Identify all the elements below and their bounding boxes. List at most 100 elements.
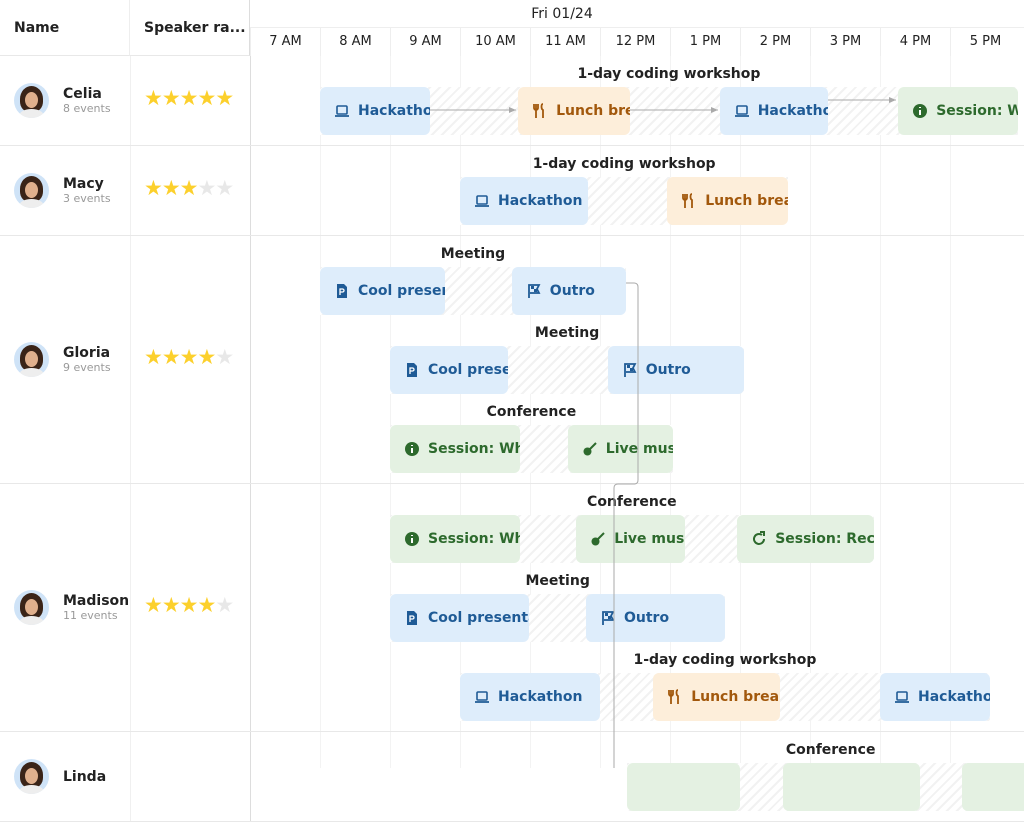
- resource-row[interactable]: Macy 3 events ★★★★★ 1-day coding workshop H…: [0, 146, 1024, 236]
- utensils-icon: [668, 689, 680, 704]
- group-label: Meeting: [525, 573, 590, 589]
- star-icon: ★: [215, 345, 234, 369]
- event-label: Hackathon: [498, 193, 583, 209]
- resource-row[interactable]: Madison 11 events ★★★★★ Conference Session:…: [0, 484, 1024, 732]
- laptop-icon: [734, 105, 749, 117]
- flag-icon: [623, 363, 637, 377]
- event-bar[interactable]: Cool presentation: [390, 346, 509, 394]
- event-bar[interactable]: [627, 763, 740, 811]
- event-bar[interactable]: Live music: [576, 515, 685, 563]
- avatar: [14, 590, 49, 625]
- event-label: Hackathon: [757, 103, 829, 119]
- person-name: Gloria: [63, 345, 111, 361]
- resource-row[interactable]: Celia 8 events ★★★★★ 1-day coding workshop…: [0, 56, 1024, 146]
- grid-line: [740, 56, 741, 768]
- event-label: Cool presentation: [358, 283, 445, 299]
- event-bar[interactable]: Lunch break: [667, 177, 789, 225]
- star-icon: ★: [161, 593, 181, 617]
- event-label: Lunch break: [705, 193, 788, 209]
- date-header: Fri 01/24: [250, 0, 1024, 28]
- event-label: Cool presentation: [428, 610, 529, 626]
- event-bar[interactable]: Session: Wh: [390, 425, 521, 473]
- group-label: 1-day coding workshop: [577, 66, 761, 82]
- event-label: Outro: [624, 610, 670, 626]
- event-bar[interactable]: Live music: [567, 425, 673, 473]
- person-info: Macy 3 events: [14, 173, 111, 208]
- person-name: Celia: [63, 86, 102, 102]
- hour-header: 3 PM: [810, 28, 880, 56]
- event-bar[interactable]: [961, 763, 1024, 811]
- event-label: Live music: [605, 441, 673, 457]
- event-count: 3 events: [63, 192, 111, 205]
- star-icon: ★: [179, 176, 199, 200]
- name-column-header[interactable]: Name: [0, 0, 130, 56]
- star-icon: ★: [179, 345, 199, 369]
- speaker-rating: ★★★★★: [144, 176, 234, 200]
- event-label: Session: Wh: [428, 531, 521, 547]
- flag-icon: [527, 284, 541, 298]
- star-icon: ★: [179, 86, 199, 110]
- event-bar[interactable]: Lunch break: [653, 673, 780, 721]
- event-label: Session: Rec: [775, 531, 874, 547]
- event-bar[interactable]: Cool presentation: [390, 594, 530, 642]
- star-icon: ★: [197, 345, 216, 369]
- grid-line: [320, 56, 321, 768]
- star-icon: ★: [197, 176, 216, 200]
- hour-header: 1 PM: [670, 28, 740, 56]
- group-label: Conference: [785, 742, 876, 758]
- event-bar[interactable]: Hackathon: [880, 673, 990, 721]
- grid-line: [460, 56, 461, 768]
- group-label: Meeting: [440, 246, 506, 262]
- star-icon: ★: [161, 86, 181, 110]
- event-label: Live music: [614, 531, 685, 547]
- grid-line: [390, 56, 391, 768]
- event-bar[interactable]: Hackathon: [320, 87, 430, 135]
- resource-row[interactable]: Linda Conference: [0, 732, 1024, 822]
- star-icon: ★: [197, 593, 216, 617]
- event-bar[interactable]: Outro: [586, 594, 726, 642]
- star-icon: ★: [144, 86, 163, 110]
- grid-line: [600, 56, 601, 768]
- event-bar[interactable]: Hackathon: [460, 673, 600, 721]
- event-bar[interactable]: Hackathon: [460, 177, 589, 225]
- person-name: Madison: [63, 593, 130, 609]
- speaker-rating: ★★★★★: [144, 593, 234, 617]
- star-icon: ★: [197, 86, 216, 110]
- star-icon: ★: [144, 593, 163, 617]
- hour-header: 10 AM: [460, 28, 530, 56]
- avatar: [14, 83, 49, 118]
- info-icon: [405, 532, 419, 546]
- event-bar[interactable]: Session: Wh: [390, 515, 521, 563]
- event-bar[interactable]: Session: W: [898, 87, 1018, 135]
- laptop-icon: [475, 195, 489, 207]
- rating-column-header[interactable]: Speaker ra...: [130, 0, 250, 56]
- grid-line: [530, 56, 531, 768]
- grid-line: [880, 56, 881, 768]
- person-info: Madison 11 events: [14, 590, 129, 625]
- hour-header: 8 AM: [320, 28, 390, 56]
- event-bar[interactable]: Cool presentation: [320, 267, 446, 315]
- grid-line: [950, 56, 951, 768]
- event-label: Cool presentation: [428, 362, 509, 378]
- event-label: Outro: [645, 362, 691, 378]
- info-icon: [405, 442, 419, 456]
- event-label: Hackathon: [498, 689, 583, 705]
- star-icon: ★: [144, 345, 163, 369]
- event-bar[interactable]: Session: Rec: [737, 515, 874, 563]
- star-icon: ★: [215, 593, 234, 617]
- utensils-icon: [682, 193, 694, 208]
- event-label: Lunch break: [556, 103, 631, 119]
- event-label: Lunch break: [691, 689, 780, 705]
- event-bar[interactable]: Hackathon: [719, 87, 829, 135]
- speaker-rating: ★★★★★: [144, 86, 234, 110]
- person-info: Linda: [14, 759, 106, 794]
- group-label: Conference: [587, 494, 677, 510]
- event-bar[interactable]: Outro: [607, 346, 745, 394]
- event-bar[interactable]: Lunch break: [518, 87, 631, 135]
- event-bar[interactable]: Outro: [511, 267, 626, 315]
- event-label: Hackathon: [358, 103, 430, 119]
- event-bar[interactable]: [782, 763, 920, 811]
- star-icon: ★: [161, 345, 181, 369]
- group-label: Conference: [486, 404, 577, 420]
